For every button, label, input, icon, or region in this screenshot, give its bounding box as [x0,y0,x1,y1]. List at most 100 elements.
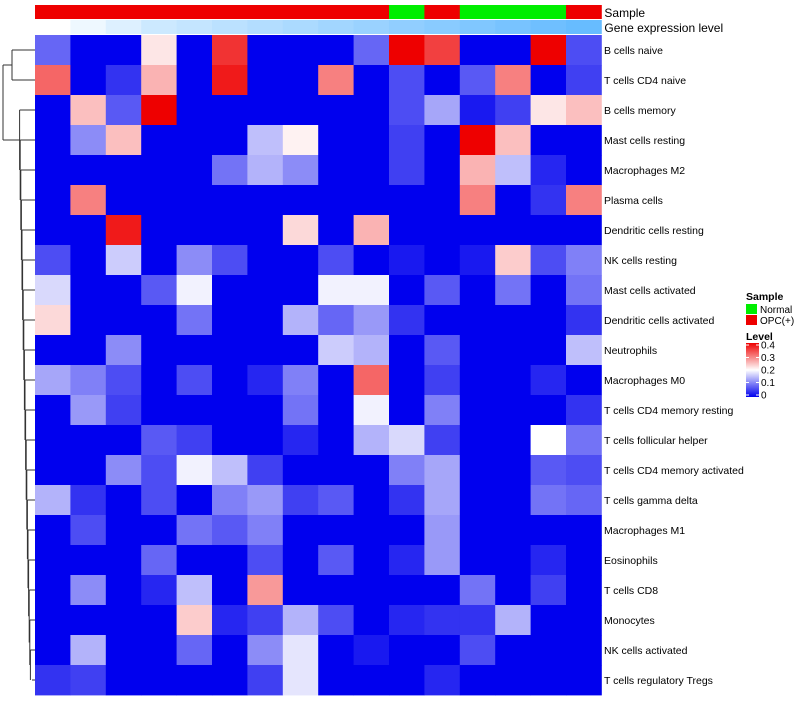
heatmap-cell [247,155,284,186]
heatmap-cell [35,155,71,186]
heatmap-cell [105,125,142,156]
heatmap-cell [212,65,248,96]
row-label: Dendritic cells activated [604,315,714,327]
heatmap-cell [176,245,213,276]
heatmap-cell [566,155,602,186]
heatmap-cell [247,665,284,696]
heatmap-cell [282,575,319,606]
heatmap-cell [495,335,531,366]
heatmap-cell [353,545,390,576]
heatmap-cell [176,305,213,336]
heatmap-cell [424,125,461,156]
heatmap-cell [424,245,461,276]
heatmap-cell [70,35,107,66]
heatmap-cell [424,185,461,216]
heatmap-cell [247,395,284,426]
heatmap-cell [247,575,284,606]
sample-annotation-cell [70,5,107,19]
row-label: T cells CD4 naive [604,75,686,87]
heatmap-cell [105,245,142,276]
heatmap-cell [105,155,142,186]
heatmap-cell [389,95,425,126]
heatmap-cell [566,245,602,276]
heatmap-cell [389,215,425,246]
heatmap-cell [495,455,531,486]
heatmap-cell [70,215,107,246]
heatmap-cell [566,305,602,336]
heatmap-cell [35,515,71,546]
expression-annotation-cell [459,20,496,34]
heatmap-cell [353,665,390,696]
sample-annotation-cell [35,5,71,19]
sample-annotation-cell [424,5,461,19]
heatmap-cell [459,215,496,246]
heatmap-cell [353,95,390,126]
heatmap-cell [35,485,71,516]
row-label: T cells CD4 memory activated [604,465,744,477]
heatmap-cell [566,365,602,396]
heatmap-cell [495,125,531,156]
heatmap-cell [566,395,602,426]
heatmap-cell [212,125,248,156]
heatmap-cell [70,515,107,546]
heatmap-cell [70,455,107,486]
heatmap-cell [247,35,284,66]
heatmap-cell [459,35,496,66]
heatmap-cell [141,95,177,126]
heatmap-cell [566,455,602,486]
sample-annotation-cell [176,5,213,19]
heatmap-cell [141,305,177,336]
heatmap-cell [459,335,496,366]
heatmap-cell [282,65,319,96]
heatmap-cell [566,515,602,546]
legend-sample-label: Normal [760,305,792,316]
sample-annotation-cell [353,5,390,19]
heatmap-cell [318,185,354,216]
row-label: NK cells activated [604,645,688,657]
heatmap-cell [212,425,248,456]
heatmap-cell [105,635,142,666]
heatmap-cell [459,185,496,216]
sample-annotation-cell [282,5,319,19]
heatmap-cell [318,665,354,696]
row-label: Dendritic cells resting [604,225,704,237]
heatmap-cell [318,35,354,66]
row-label: NK cells resting [604,255,677,267]
heatmap-cell [318,515,354,546]
heatmap-cell [353,155,390,186]
heatmap-cell [176,125,213,156]
heatmap-cell [105,485,142,516]
heatmap-cell [105,275,142,306]
heatmap-cell [495,185,531,216]
heatmap-cell [141,515,177,546]
heatmap-cell [530,305,567,336]
heatmap-cell [247,545,284,576]
row-label: B cells naive [604,45,663,57]
heatmap-cell [105,665,142,696]
heatmap-cell [141,395,177,426]
heatmap-cell [282,635,319,666]
heatmap-cell [141,485,177,516]
row-label: Eosinophils [604,555,658,567]
heatmap-cell [247,425,284,456]
heatmap-cell [353,185,390,216]
sample-annotation-cell [212,5,248,19]
heatmap-cell [105,575,142,606]
heatmap-cell [318,605,354,636]
heatmap-cell [70,335,107,366]
heatmap-cell [459,155,496,186]
annotation-track-label: Sample [604,6,645,20]
heatmap-cell [495,485,531,516]
heatmap-cell [247,125,284,156]
heatmap-cell [353,215,390,246]
legend-level-tick-label: 0 [761,391,767,402]
heatmap-cell [141,455,177,486]
heatmap-cell [530,335,567,366]
heatmap-cell [247,635,284,666]
heatmap-cell [459,575,496,606]
heatmap-cell [353,275,390,306]
heatmap-cell [247,455,284,486]
heatmap-cell [70,665,107,696]
